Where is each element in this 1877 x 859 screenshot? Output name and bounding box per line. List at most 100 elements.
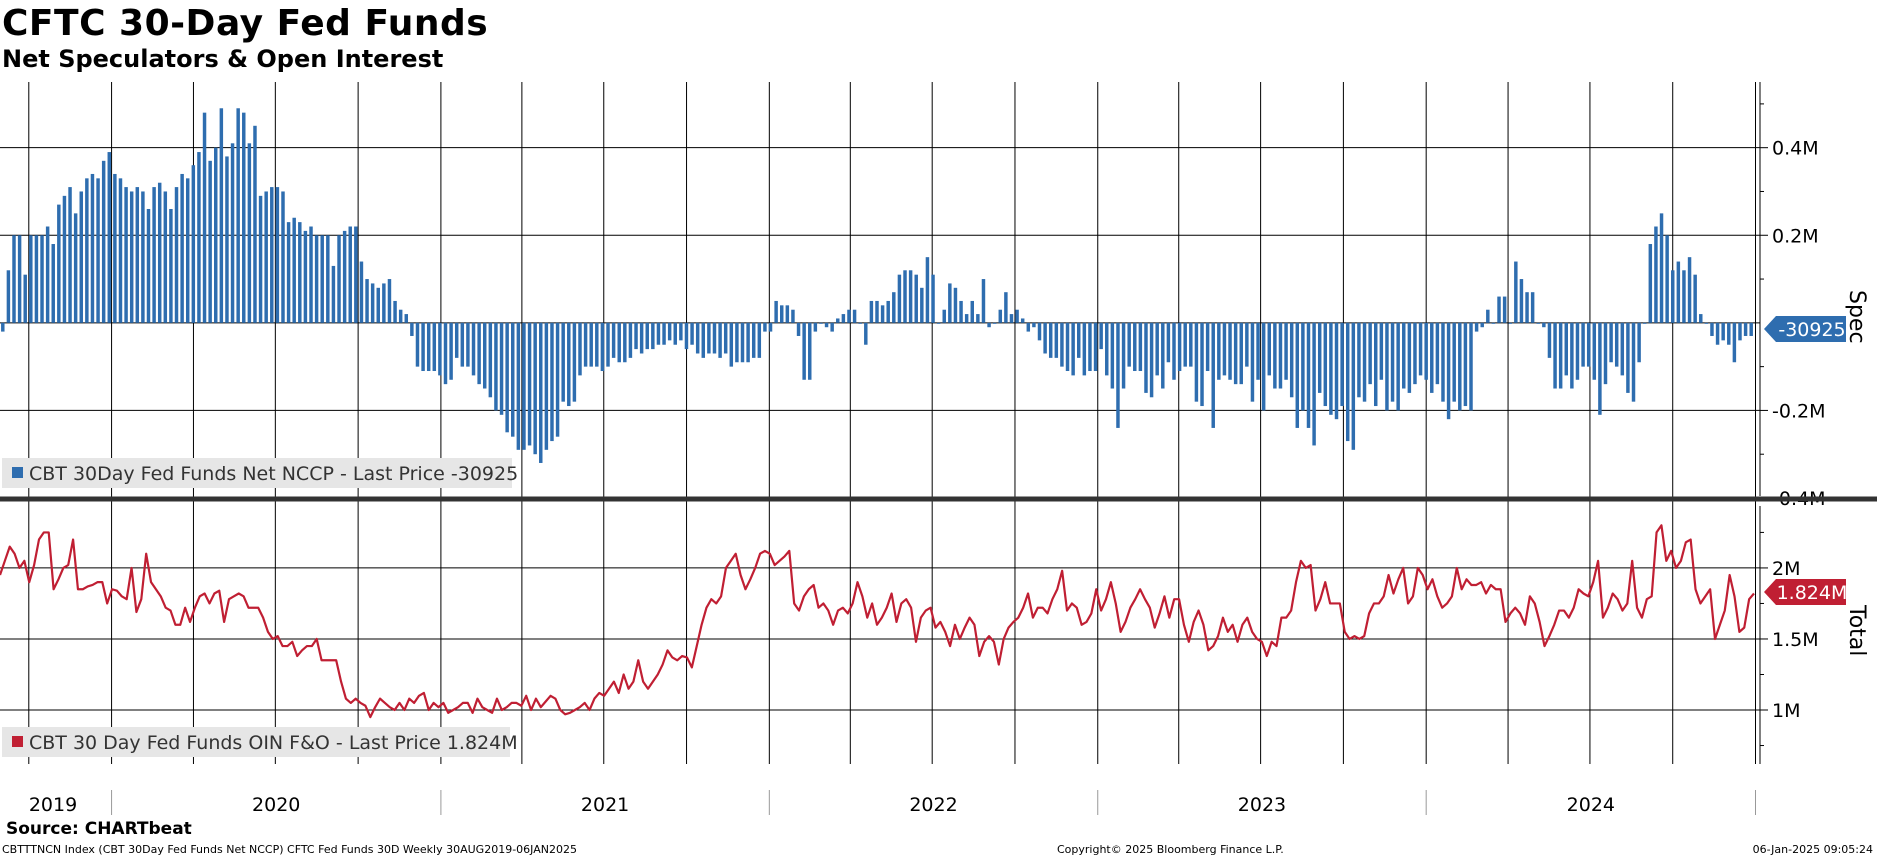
spec-bar [23,274,27,323]
spec-bar [1553,322,1557,389]
spec-bar [925,257,930,323]
spec-bar [796,322,801,336]
spec-bar [219,108,224,323]
spec-bar [1530,292,1535,323]
spec-bar [197,152,201,323]
spec-bar [225,156,229,323]
spec-bar [1749,322,1753,336]
spec-bar [505,322,509,433]
spec-bar [802,322,806,380]
spec-bar [1396,322,1400,411]
spec-bar [1620,322,1625,376]
spec-legend[interactable]: CBT 30Day Fed Funds Net NCCP - Last Pric… [2,458,518,488]
spec-bar [1368,322,1372,385]
x-tick-label: 2023 [1238,794,1286,816]
spec-bar [953,287,958,323]
spec-bar [763,322,767,332]
spec-bar [270,187,274,323]
spec-bar [1704,322,1709,324]
spec-bar [667,322,672,341]
spec-bar [1435,322,1440,385]
spec-bar [875,300,879,323]
spec-bar [342,230,347,323]
spec-bar [1015,309,1019,323]
spec-bar [1486,309,1490,323]
footer-index-info: CBTTTNCN Index (CBT 30Day Fed Funds Net … [2,843,577,856]
spec-bar [712,322,717,354]
spec-bar [45,226,50,323]
spec-bar [1228,322,1232,380]
spec-bar [314,235,319,323]
spec-bar [1340,322,1344,407]
spec-bar [903,270,907,323]
spec-bar [1687,257,1692,323]
spec-bar [1598,322,1602,415]
spec-bar [1390,322,1395,402]
spec-bar [1329,322,1333,415]
spec-bar [415,322,420,367]
spec-bar [813,322,818,332]
spec-bar [1295,322,1300,428]
spec-bar [1121,322,1126,389]
spec-bar [1261,322,1266,411]
spec-bar [1430,322,1434,393]
spec-bar [208,160,212,323]
spec-bar [858,322,862,324]
spec-bar [555,322,560,437]
spec-bar [482,322,487,389]
spec-bar [920,287,924,323]
spec-bar [1648,244,1653,323]
spec-axis-title: Spec [1844,290,1869,344]
spec-bar [1418,322,1423,376]
spec-bar [96,178,100,323]
spec-bar [348,226,352,323]
spec-bar [1362,322,1367,402]
spec-bar [892,292,896,323]
spec-bar [17,235,22,323]
spec-bar [202,112,207,323]
spec-bar [1351,322,1356,450]
spec-bar [275,187,280,323]
spec-bar [757,322,762,358]
spec-bar [572,322,577,402]
spec-bar [561,322,565,402]
spec-bar [1603,322,1608,385]
spec-bar [1250,322,1255,402]
spec-bar [1575,322,1580,380]
spec-bar [527,322,532,446]
spec-bar [163,191,168,323]
spec-bar [1413,322,1417,385]
spec-bar [1183,322,1187,367]
x-tick-label: 2024 [1567,794,1615,816]
spec-bar [12,235,16,323]
spec-bar [836,318,840,323]
spec-bar [1138,322,1143,372]
spec-bar [34,235,39,323]
spec-bar [1043,322,1047,354]
spec-bar [1267,322,1271,376]
spec-bar [141,191,145,323]
spec-bar [1222,322,1227,376]
spec-bar [998,309,1003,323]
spec-bar [258,195,263,323]
total-legend[interactable]: CBT 30 Day Fed Funds OIN F&O - Last Pric… [2,727,518,757]
spec-bar [253,125,257,323]
source-note: Source: CHARTbeat [6,819,192,839]
spec-bar [101,160,106,323]
spec-bar [1116,322,1120,428]
spec-bar [242,112,246,323]
spec-bar [1402,322,1406,389]
spec-bar [1060,322,1064,367]
spec-bar [981,279,986,323]
spec-bar [1334,322,1339,420]
spec-bar [942,309,946,323]
spec-bar [1738,322,1742,341]
spec-bar [85,178,89,323]
grid-lines [0,82,1760,764]
spec-bar [1256,322,1260,380]
spec-bar [1133,322,1137,372]
spec-bar [387,279,392,323]
spec-bar [1065,322,1070,372]
spec-bar [404,314,409,323]
